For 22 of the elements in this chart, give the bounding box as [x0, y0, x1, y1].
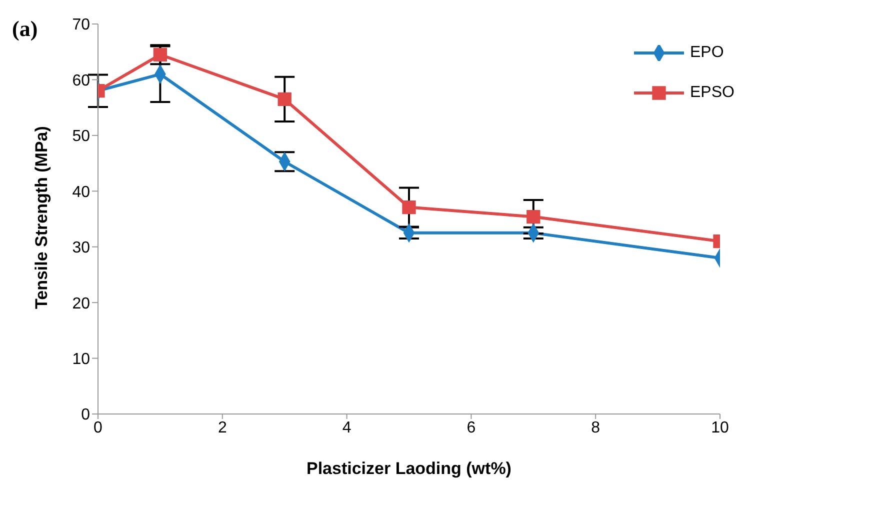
x-tick-label: 2 — [218, 419, 227, 436]
y-tick-label: 70 — [72, 16, 90, 34]
y-tick-label: 10 — [72, 350, 90, 368]
point — [278, 92, 292, 106]
y-tick-label: 20 — [72, 295, 90, 312]
point — [402, 200, 416, 214]
x-tick-label: 0 — [94, 419, 103, 436]
x-tick-label: 4 — [342, 419, 352, 436]
x-axis-title: Plasticizer Laoding (wt%) — [306, 459, 512, 478]
y-tick-label: 30 — [72, 240, 90, 257]
y-tick-label: 60 — [72, 72, 90, 90]
y-tick-label: 40 — [72, 184, 90, 201]
legend-label: EPO — [690, 44, 724, 62]
text: (a) — [12, 16, 38, 42]
point — [153, 48, 168, 62]
x-tick-label: 10 — [711, 419, 729, 436]
y-tick-label: 0 — [81, 406, 90, 424]
legend-label: EPSO — [690, 84, 734, 102]
x-tick-label: 6 — [466, 419, 476, 436]
x-tick-label: 8 — [591, 419, 600, 436]
y-axis-title: Tensile Strength (MPa) — [32, 126, 52, 309]
y-tick-label: 50 — [72, 128, 90, 146]
